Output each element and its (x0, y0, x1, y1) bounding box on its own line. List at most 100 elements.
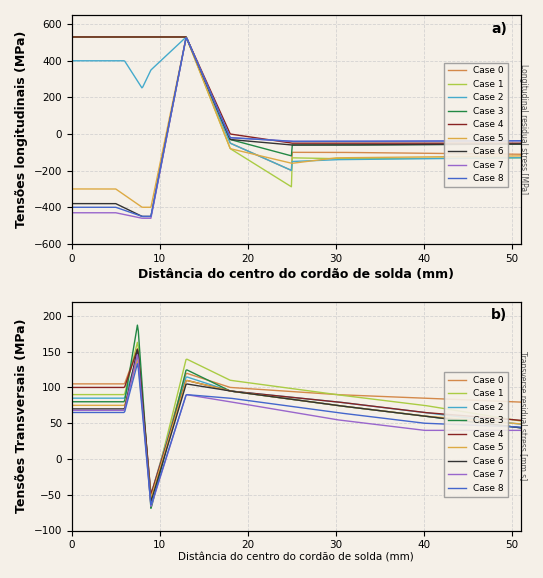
Case 4 (438, 140, 444, 147)
Case 0 (337, 149, 343, 156)
Case 8 (283, 402, 290, 409)
Case 6 (338, 402, 344, 409)
X-axis label: Distância do centro do cordão de solda (mm): Distância do centro do cordão de solda (… (138, 268, 454, 281)
Case 0 (438, 150, 444, 157)
Case 8 (134, 360, 141, 367)
Case 0 (286, 388, 293, 395)
Case 7 (134, 351, 141, 358)
Case 8 (338, 138, 344, 145)
Case 2 (509, 154, 515, 161)
Case 4 (286, 394, 293, 401)
Case 0 (439, 395, 445, 402)
Case 0 (282, 164, 288, 171)
Case 6 (509, 140, 515, 147)
Case 7 (68, 209, 75, 216)
Case 4 (518, 140, 525, 147)
Case 6 (68, 200, 75, 207)
Case 5 (509, 153, 515, 160)
Case 2 (439, 155, 445, 162)
Case 6 (439, 415, 445, 422)
Case 8 (509, 138, 515, 144)
Case 8 (140, 213, 146, 220)
Case 8 (338, 410, 344, 417)
Case 7 (509, 138, 515, 144)
Case 2 (288, 167, 295, 174)
Case 4 (518, 417, 525, 424)
Case 8 (183, 35, 190, 42)
Line: Case 5: Case 5 (72, 360, 521, 498)
Y-axis label: Longitudinal residual stress [MPa]: Longitudinal residual stress [MPa] (519, 64, 528, 195)
Case 1 (282, 179, 288, 186)
Case 1 (286, 385, 293, 392)
Case 1 (508, 154, 514, 161)
Line: Case 4: Case 4 (72, 37, 521, 143)
Case 4 (285, 139, 291, 146)
Case 6 (140, 213, 146, 220)
Text: b): b) (491, 309, 508, 323)
Case 6 (283, 141, 290, 148)
Case 7 (286, 408, 293, 415)
Case 3 (439, 415, 445, 422)
Case 2 (313, 157, 320, 164)
Case 0 (338, 391, 344, 398)
Case 2 (439, 411, 445, 418)
Case 6 (509, 423, 515, 430)
Case 5 (68, 402, 75, 409)
Case 3 (337, 142, 343, 149)
Case 6 (286, 395, 293, 402)
Case 6 (439, 141, 445, 148)
Case 8 (509, 423, 515, 430)
Line: Case 2: Case 2 (72, 37, 521, 171)
Case 7 (439, 427, 445, 434)
Case 0 (313, 390, 320, 397)
Case 6 (286, 142, 293, 149)
Case 8 (148, 502, 154, 509)
Case 0 (312, 149, 319, 156)
Case 1 (518, 154, 525, 161)
Line: Case 3: Case 3 (72, 325, 521, 508)
Y-axis label: Tensões longitudinais (MPa): Tensões longitudinais (MPa) (15, 31, 28, 228)
Case 1 (148, 498, 154, 505)
Case 5 (134, 357, 141, 364)
Case 4 (282, 139, 288, 146)
Case 2 (183, 34, 190, 40)
Case 4 (148, 491, 154, 498)
Case 4 (313, 397, 320, 403)
Case 2 (338, 399, 344, 406)
Case 4 (134, 346, 141, 353)
Case 6 (518, 140, 525, 147)
Legend: Case 0, Case 1, Case 2, Case 3, Case 4, Case 5, Case 6, Case 7, Case 8: Case 0, Case 1, Case 2, Case 3, Case 4, … (444, 62, 508, 187)
Case 4 (289, 140, 295, 147)
Line: Case 7: Case 7 (72, 38, 521, 218)
Case 3 (518, 424, 525, 431)
Case 1 (68, 391, 75, 398)
Case 5 (283, 395, 290, 402)
Line: Case 7: Case 7 (72, 354, 521, 506)
Case 7 (338, 138, 344, 145)
Case 1 (285, 181, 291, 188)
Case 2 (518, 421, 525, 428)
Case 8 (313, 138, 320, 145)
Case 0 (68, 380, 75, 387)
Case 6 (68, 405, 75, 412)
Case 1 (509, 416, 515, 423)
Case 7 (68, 407, 75, 414)
Case 0 (518, 151, 525, 158)
Case 5 (286, 160, 293, 166)
Case 4 (68, 384, 75, 391)
Case 4 (439, 410, 445, 417)
Line: Case 5: Case 5 (72, 38, 521, 208)
Case 5 (140, 204, 146, 211)
Case 7 (313, 413, 320, 420)
Case 8 (518, 424, 525, 431)
Case 1 (313, 388, 320, 395)
Case 3 (508, 140, 514, 147)
Case 8 (439, 138, 445, 144)
Case 4 (508, 140, 514, 147)
Case 7 (148, 503, 154, 510)
Case 3 (282, 151, 288, 158)
Case 1 (518, 417, 525, 424)
Text: a): a) (492, 22, 508, 36)
Case 1 (68, 34, 75, 40)
Case 0 (508, 151, 514, 158)
